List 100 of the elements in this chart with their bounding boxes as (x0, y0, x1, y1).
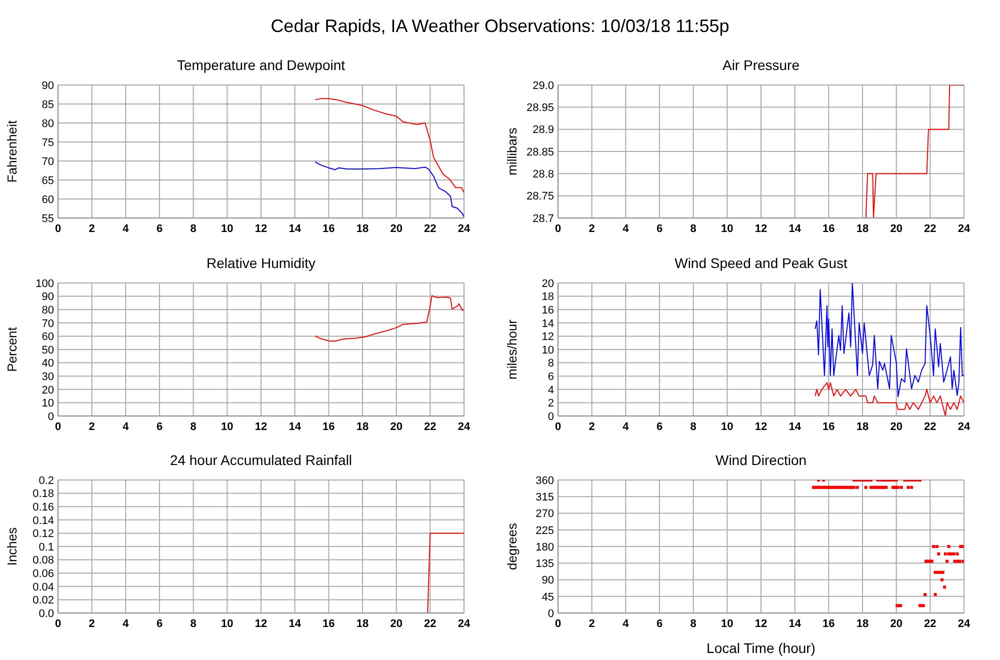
y-tick-label: 0.18 (32, 488, 54, 500)
y-tick-label: 20 (42, 384, 54, 396)
x-tick-label: 2 (588, 222, 595, 235)
y-axis-title: miles/hour (504, 318, 520, 380)
text: Cedar Rapids, IA Weather Observations: 10/03/18 11:55p (270, 16, 730, 37)
y-tick-label: 0 (548, 608, 554, 620)
x-tick-label: 2 (588, 420, 595, 433)
y-tick-label: 0 (48, 410, 54, 423)
x-tick-label: 10 (721, 618, 734, 630)
y-tick-label: 28.75 (526, 190, 554, 203)
chart-title: 24 hour Accumulated Rainfall (168, 452, 354, 470)
x-tick-label: 4 (622, 618, 630, 630)
x-tick-label: 4 (122, 222, 130, 235)
y-tick-label: 65 (42, 174, 54, 187)
x-tick-label: 20 (890, 222, 902, 235)
x-tick-label: 22 (924, 420, 936, 433)
line-series (814, 283, 964, 398)
x-tick-label: 16 (322, 420, 335, 433)
x-tick-label: 18 (856, 618, 869, 630)
x-tick-label: 2 (88, 222, 95, 235)
x-tick-label: 10 (221, 222, 234, 235)
y-tick-label: 29.0 (532, 80, 554, 92)
y-tick-label: 0.2 (38, 474, 54, 487)
y-axis-title: Fahrenheit (4, 120, 20, 183)
y-tick-label: 14 (542, 318, 554, 330)
x-tick-label: 4 (122, 420, 130, 433)
x-tick-label: 20 (390, 222, 402, 235)
x-tick-label: 24 (458, 618, 471, 630)
y-tick-label: 0.04 (32, 581, 54, 594)
x-tick-label: 8 (190, 420, 196, 433)
y-tick-label: 90 (42, 80, 54, 92)
y-tick-label: 80 (42, 304, 54, 317)
x-tick-label: 16 (322, 618, 335, 630)
x-tick-label: 12 (754, 222, 768, 235)
x-tick-label: 24 (958, 222, 971, 235)
line-series (814, 382, 964, 416)
y-tick-label: 135 (536, 558, 554, 570)
y-tick-label: 50 (42, 344, 54, 356)
x-tick-label: 10 (721, 222, 734, 235)
y-tick-label: 0 (548, 410, 554, 423)
x-tick-label: 6 (656, 222, 663, 235)
y-tick-label: 28.85 (526, 146, 554, 158)
x-tick-label: 8 (190, 618, 196, 630)
x-tick-label: 18 (856, 420, 869, 433)
x-tick-label: 8 (690, 618, 696, 630)
y-tick-label: 90 (542, 574, 554, 587)
y-tick-label: 315 (536, 492, 554, 504)
line-series (314, 295, 464, 342)
y-tick-label: 8 (548, 358, 554, 370)
x-axis-title: Local Time (hour) (706, 640, 816, 656)
y-tick-label: 60 (42, 331, 54, 344)
y-tick-label: 270 (536, 508, 554, 520)
x-tick-label: 16 (822, 618, 835, 630)
x-tick-label: 22 (424, 618, 436, 630)
x-tick-label: 10 (221, 420, 234, 433)
y-tick-label: 0.1 (38, 541, 54, 554)
y-tick-label: 360 (536, 474, 554, 487)
y-tick-label: 90 (42, 291, 54, 304)
x-tick-label: 20 (390, 420, 402, 433)
y-axis-title: Inches (4, 526, 20, 566)
chart-title: Air Pressure (721, 57, 801, 75)
x-tick-label: 22 (424, 222, 436, 235)
x-tick-label: 14 (288, 222, 302, 235)
x-tick-label: 24 (458, 222, 471, 235)
x-tick-label: 16 (822, 420, 835, 433)
y-tick-label: 70 (42, 156, 54, 168)
y-tick-label: 28.8 (532, 168, 554, 181)
x-tick-label: 2 (588, 618, 595, 630)
y-tick-label: 80 (42, 118, 54, 130)
x-tick-label: 22 (424, 420, 436, 433)
line-series (314, 161, 464, 218)
x-tick-label: 14 (288, 420, 302, 433)
x-tick-label: 18 (356, 618, 369, 630)
x-tick-label: 12 (254, 420, 268, 433)
x-tick-label: 22 (924, 222, 936, 235)
chart-title: Wind Direction (714, 452, 808, 470)
x-tick-label: 8 (190, 222, 196, 235)
y-tick-label: 45 (542, 591, 554, 604)
x-tick-label: 12 (254, 222, 268, 235)
y-tick-label: 0.06 (32, 568, 54, 580)
y-tick-label: 0.08 (32, 554, 54, 567)
y-tick-label: 20 (542, 278, 554, 290)
x-tick-label: 22 (924, 618, 936, 630)
y-tick-label: 0.14 (32, 514, 54, 527)
x-tick-label: 16 (822, 222, 835, 235)
x-tick-label: 2 (88, 618, 95, 630)
x-tick-label: 20 (390, 618, 402, 630)
x-tick-label: 20 (890, 420, 902, 433)
y-tick-label: 85 (42, 98, 54, 111)
x-tick-label: 4 (622, 420, 630, 433)
x-tick-label: 14 (788, 618, 802, 630)
y-tick-label: 0.16 (32, 502, 54, 514)
y-tick-label: 0.0 (38, 608, 54, 620)
y-tick-label: 6 (548, 371, 554, 384)
line-series (314, 98, 464, 194)
x-tick-label: 14 (288, 618, 302, 630)
y-tick-label: 4 (548, 384, 554, 396)
x-tick-label: 12 (754, 420, 768, 433)
x-tick-label: 4 (122, 618, 130, 630)
x-tick-label: 20 (890, 618, 902, 630)
